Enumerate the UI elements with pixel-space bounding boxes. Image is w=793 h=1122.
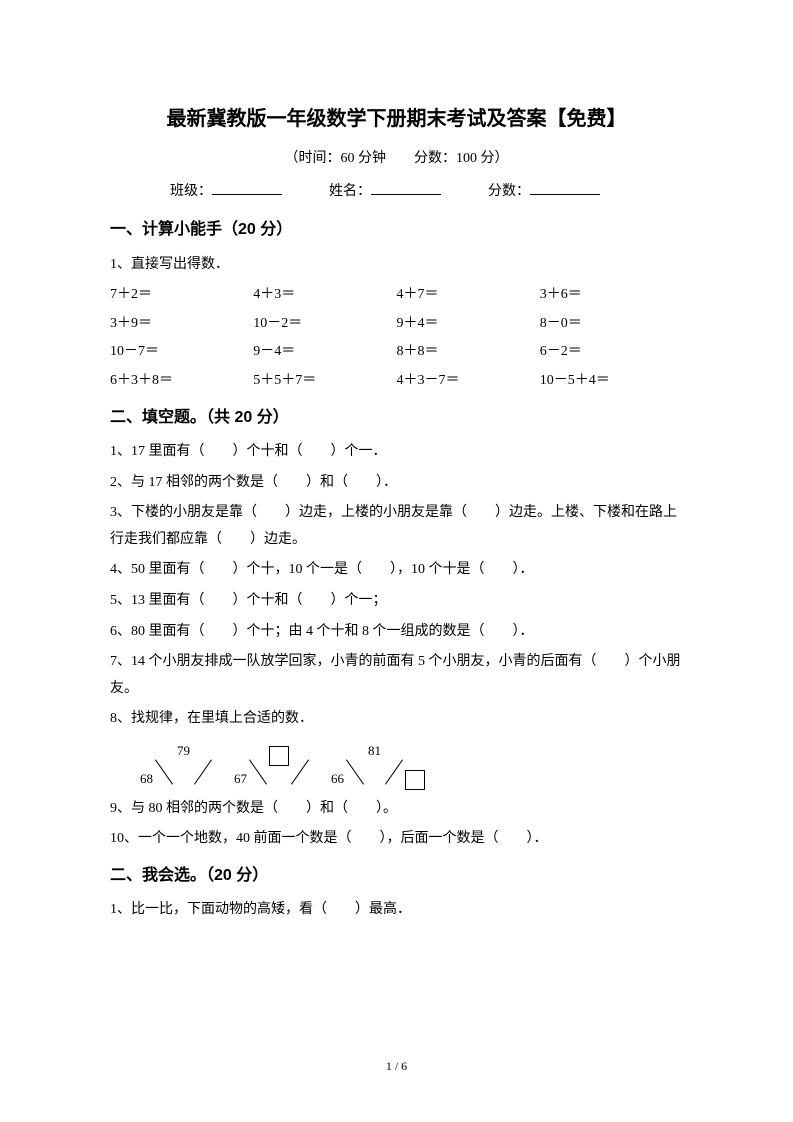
expr-row-1: 3＋9＝ 10－2＝ 9＋4＝ 8－0＝ — [110, 311, 683, 338]
expr-cell: 9＋4＝ — [397, 311, 540, 338]
pattern-blank-box[interactable] — [269, 746, 289, 766]
number-pattern: 68 79 67 66 81 — [110, 739, 683, 786]
expr-cell: 7＋2＝ — [110, 282, 253, 309]
expr-cell: 9－4＝ — [253, 339, 396, 366]
s2-item: 2、与 17 相邻的两个数是（ ）和（ ）． — [110, 470, 683, 497]
page-number: 1 / 6 — [0, 1055, 793, 1078]
section-3-header: 二、我会选。（20 分） — [110, 861, 683, 891]
s2-item: 1、17 里面有（ ）个十和（ ）个一． — [110, 439, 683, 466]
section-1-header: 一、计算小能手（20 分） — [110, 215, 683, 245]
section-2-header: 二、填空题。（共 20 分） — [110, 403, 683, 433]
s2-item: 5、13 里面有（ ）个十和（ ）个一； — [110, 588, 683, 615]
expr-cell: 10－2＝ — [253, 311, 396, 338]
pattern-num: 67 — [234, 767, 247, 792]
score-label: 分数： — [488, 184, 530, 199]
expr-cell: 3＋6＝ — [540, 282, 683, 309]
exam-meta: （时间：60 分钟 分数：100 分） — [110, 146, 683, 173]
pattern-num: 81 — [366, 739, 383, 764]
expr-cell: 4＋7＝ — [397, 282, 540, 309]
class-blank[interactable] — [212, 181, 282, 195]
expr-cell: 4＋3＝ — [253, 282, 396, 309]
s2-item: 8、找规律，在里填上合适的数． — [110, 706, 683, 733]
pattern-num: 68 — [140, 767, 153, 792]
s2-item: 9、与 80 相邻的两个数是（ ）和（ ）。 — [110, 796, 683, 823]
score-blank[interactable] — [530, 181, 600, 195]
pattern-num: 66 — [331, 767, 344, 792]
expr-row-0: 7＋2＝ 4＋3＝ 4＋7＝ 3＋6＝ — [110, 282, 683, 309]
page-title: 最新冀教版一年级数学下册期末考试及答案【免费】 — [110, 100, 683, 138]
name-label: 姓名： — [329, 184, 371, 199]
s2-item: 3、下楼的小朋友是靠（ ）边走，上楼的小朋友是靠（ ）边走。上楼、下楼和在路上行… — [110, 500, 683, 553]
student-info-line: 班级： 姓名： 分数： — [110, 179, 683, 206]
s2-item: 10、一个一个地数，40 前面一个数是（ ），后面一个数是（ ）． — [110, 826, 683, 853]
expr-cell: 10－5＋4＝ — [540, 368, 683, 395]
expr-cell: 6＋3＋8＝ — [110, 368, 253, 395]
s2-item: 4、50 里面有（ ）个十，10 个一是（ ），10 个十是（ ）． — [110, 557, 683, 584]
expr-cell: 6－2＝ — [540, 339, 683, 366]
expr-cell: 3＋9＝ — [110, 311, 253, 338]
pattern-blank-box[interactable] — [405, 770, 425, 790]
name-blank[interactable] — [371, 181, 441, 195]
expr-cell: 4＋3－7＝ — [397, 368, 540, 395]
expr-cell: 8＋8＝ — [397, 339, 540, 366]
s2-item: 6、80 里面有（ ）个十；由 4 个十和 8 个一组成的数是（ ）． — [110, 619, 683, 646]
class-label: 班级： — [170, 184, 212, 199]
expr-cell: 5＋5＋7＝ — [253, 368, 396, 395]
expr-row-2: 10－7＝ 9－4＝ 8＋8＝ 6－2＝ — [110, 339, 683, 366]
expr-cell: 8－0＝ — [540, 311, 683, 338]
expr-cell: 10－7＝ — [110, 339, 253, 366]
s3-item: 1、比一比，下面动物的高矮，看（ ）最高． — [110, 897, 683, 924]
s2-item: 7、14 个小朋友排成一队放学回家，小青的前面有 5 个小朋友，小青的后面有（ … — [110, 649, 683, 702]
expr-row-3: 6＋3＋8＝ 5＋5＋7＝ 4＋3－7＝ 10－5＋4＝ — [110, 368, 683, 395]
pattern-num: 79 — [175, 739, 192, 764]
s1-q1-label: 1、直接写出得数． — [110, 252, 683, 279]
